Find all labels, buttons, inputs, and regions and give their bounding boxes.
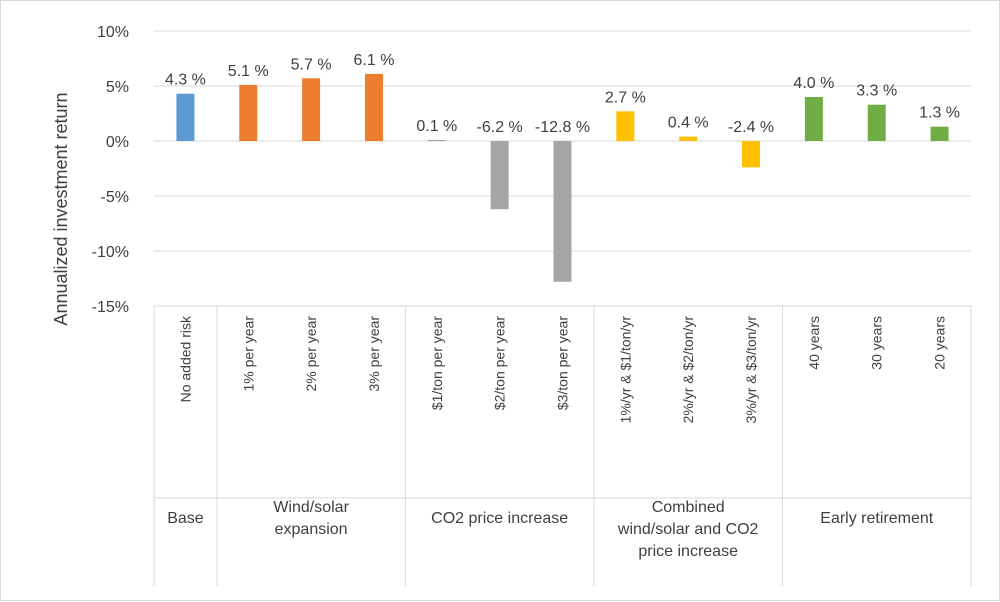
y-axis-title: Annualized investment return	[51, 92, 71, 325]
bar	[364, 73, 383, 141]
y-tick-label: -10%	[92, 244, 129, 261]
data-label: -12.8 %	[535, 119, 590, 136]
group-label-line: CO2 price increase	[431, 510, 568, 527]
y-tick-label: -15%	[92, 299, 129, 316]
group-label-line: expansion	[275, 521, 348, 538]
group-label: Wind/solar expansion	[273, 499, 349, 538]
bar	[176, 93, 195, 141]
group-label: Combined wind/solar and CO2 price increase	[617, 499, 759, 560]
data-label: 3.3 %	[856, 83, 897, 100]
data-label: 2.7 %	[605, 89, 646, 106]
bar	[616, 111, 635, 141]
bar	[490, 141, 509, 210]
data-label: 5.1 %	[228, 63, 269, 80]
bar	[553, 141, 572, 282]
category-label: $2/ton per year	[492, 316, 508, 411]
y-tick-label: 10%	[97, 24, 129, 41]
category-label: 20 years	[932, 316, 948, 370]
category-label: 3% per year	[366, 316, 382, 392]
category-label: 3%/yr & $3/ton/yr	[743, 316, 759, 424]
bar	[867, 104, 886, 141]
bar	[742, 141, 761, 168]
bar	[427, 139, 446, 141]
bar	[804, 97, 823, 141]
group-labels: Base Wind/solar expansion CO2 price increas…	[167, 499, 934, 560]
bar	[679, 136, 698, 141]
group-label-line: Base	[167, 510, 204, 527]
y-tick-label: 5%	[106, 79, 129, 96]
category-label: 1%/yr & $1/ton/yr	[617, 316, 633, 424]
category-labels: No added risk 1% per year 2% per year 3% pe…	[177, 315, 947, 423]
data-label: 1.3 %	[919, 105, 960, 122]
group-label: CO2 price increase	[431, 510, 568, 527]
category-label: 30 years	[869, 316, 885, 370]
y-tick-label: -5%	[101, 189, 129, 206]
bar	[239, 84, 258, 141]
group-label-line: Wind/solar	[273, 499, 349, 516]
group-label-line: price increase	[638, 543, 738, 560]
group-label-line: Combined	[652, 499, 725, 516]
category-label: 1% per year	[240, 316, 256, 392]
bar	[302, 78, 321, 141]
category-label: 2%/yr & $2/ton/yr	[680, 316, 696, 424]
bar	[930, 126, 949, 141]
group-label: Base	[167, 510, 204, 527]
data-label: 5.7 %	[291, 56, 332, 73]
data-labels: 4.3 % 5.1 % 5.7 % 6.1 % 0.1 % -6.2 % -12.8 % 2.…	[165, 52, 960, 136]
category-label: 40 years	[806, 316, 822, 370]
data-label: 0.4 %	[668, 115, 709, 132]
data-label: -6.2 %	[477, 119, 523, 136]
category-label: 2% per year	[303, 316, 319, 392]
y-axis-ticks: 10% 5% 0% -5% -10% -15%	[92, 24, 129, 316]
y-tick-label: 0%	[106, 134, 129, 151]
group-label-line: wind/solar and CO2	[617, 521, 759, 538]
data-label: 4.3 %	[165, 72, 206, 89]
data-label: 6.1 %	[354, 52, 395, 69]
category-label: No added risk	[177, 315, 193, 402]
group-label: Early retirement	[820, 510, 933, 527]
group-label-line: Early retirement	[820, 510, 933, 527]
category-label: $1/ton per year	[429, 316, 445, 411]
bars	[176, 73, 949, 282]
category-label: $3/ton per year	[555, 316, 571, 411]
data-label: -2.4 %	[728, 119, 774, 136]
data-label: 0.1 %	[416, 118, 457, 135]
data-label: 4.0 %	[793, 75, 834, 92]
